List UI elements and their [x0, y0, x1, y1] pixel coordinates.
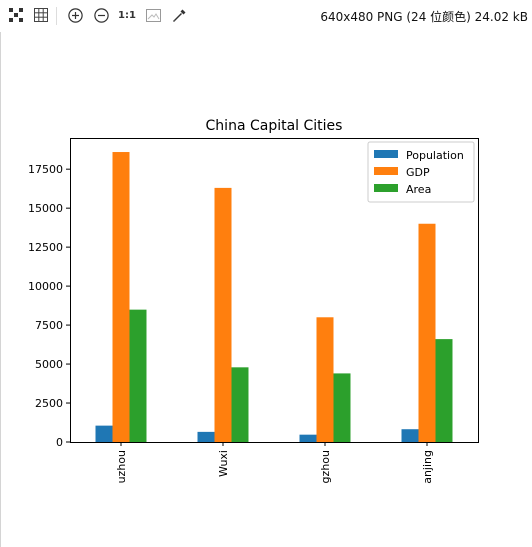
bar-population-3	[401, 429, 419, 442]
bar-area-1	[231, 367, 249, 442]
fit-icon	[9, 8, 23, 22]
bar-population-0	[95, 425, 113, 442]
zoom-out-icon	[93, 7, 109, 23]
bar-gdp-3	[418, 223, 436, 442]
file-info: 640x480 PNG (24 位颜色) 24.02 kB	[320, 10, 528, 24]
zoom-out-button[interactable]	[91, 5, 111, 25]
grid-icon	[34, 8, 48, 22]
legend-swatch-population	[374, 150, 398, 158]
fit-to-window-button[interactable]	[6, 5, 26, 25]
bar-population-2	[299, 434, 317, 442]
actual-size-button[interactable]: 1:1	[117, 5, 137, 25]
toolbar: 1:1 640x480 PNG (24 位颜色) 24.02 kB	[0, 0, 532, 32]
x-tick-label: uzhou	[115, 450, 128, 483]
legend-label-area: Area	[406, 183, 431, 196]
bars-group	[95, 152, 453, 442]
chart-figure: China Capital Cities 0 2500 5000 7500 10000 1…	[1, 36, 532, 547]
x-tick-label: Wuxi	[217, 450, 230, 477]
bar-population-1	[197, 431, 215, 442]
actual-size-label: 1:1	[118, 9, 136, 21]
bar-gdp-0	[112, 152, 130, 442]
bar-gdp-2	[316, 317, 334, 442]
bar-chart: China Capital Cities 0 2500 5000 7500 10000 1…	[28, 118, 479, 484]
bar-area-0	[129, 309, 147, 442]
image-icon	[145, 8, 161, 22]
legend: Population GDP Area	[367, 141, 475, 203]
y-tick-label: 2500	[35, 397, 63, 410]
viewer-border	[0, 32, 1, 547]
x-tick-label: gzhou	[319, 450, 332, 483]
chart-title: China Capital Cities	[206, 118, 343, 134]
bar-area-2	[333, 373, 351, 442]
color-picker-button[interactable]	[169, 5, 189, 25]
zoom-in-button[interactable]	[65, 5, 85, 25]
x-axis: uzhou Wuxi gzhou anjing	[115, 442, 434, 484]
legend-label-population: Population	[406, 149, 464, 162]
y-axis: 0 2500 5000 7500 10000 12500 15000 17500	[28, 163, 70, 449]
y-tick-label: 15000	[28, 202, 63, 215]
toolbar-divider	[56, 7, 57, 25]
grid-button[interactable]	[31, 5, 51, 25]
y-tick-label: 0	[56, 436, 63, 449]
image-frame-button[interactable]	[143, 5, 163, 25]
zoom-in-icon	[67, 7, 83, 23]
y-tick-label: 12500	[28, 241, 63, 254]
y-tick-label: 10000	[28, 280, 63, 293]
legend-swatch-gdp	[374, 167, 398, 175]
plot-frame	[70, 138, 479, 443]
legend-swatch-area	[374, 184, 398, 192]
eyedropper-icon	[172, 9, 185, 22]
bar-gdp-1	[214, 187, 232, 442]
legend-label-gdp: GDP	[406, 166, 430, 179]
x-tick-label: anjing	[421, 450, 434, 484]
y-tick-label: 5000	[35, 358, 63, 371]
y-tick-label: 7500	[35, 319, 63, 332]
bar-area-3	[435, 339, 453, 442]
y-tick-label: 17500	[28, 163, 63, 176]
